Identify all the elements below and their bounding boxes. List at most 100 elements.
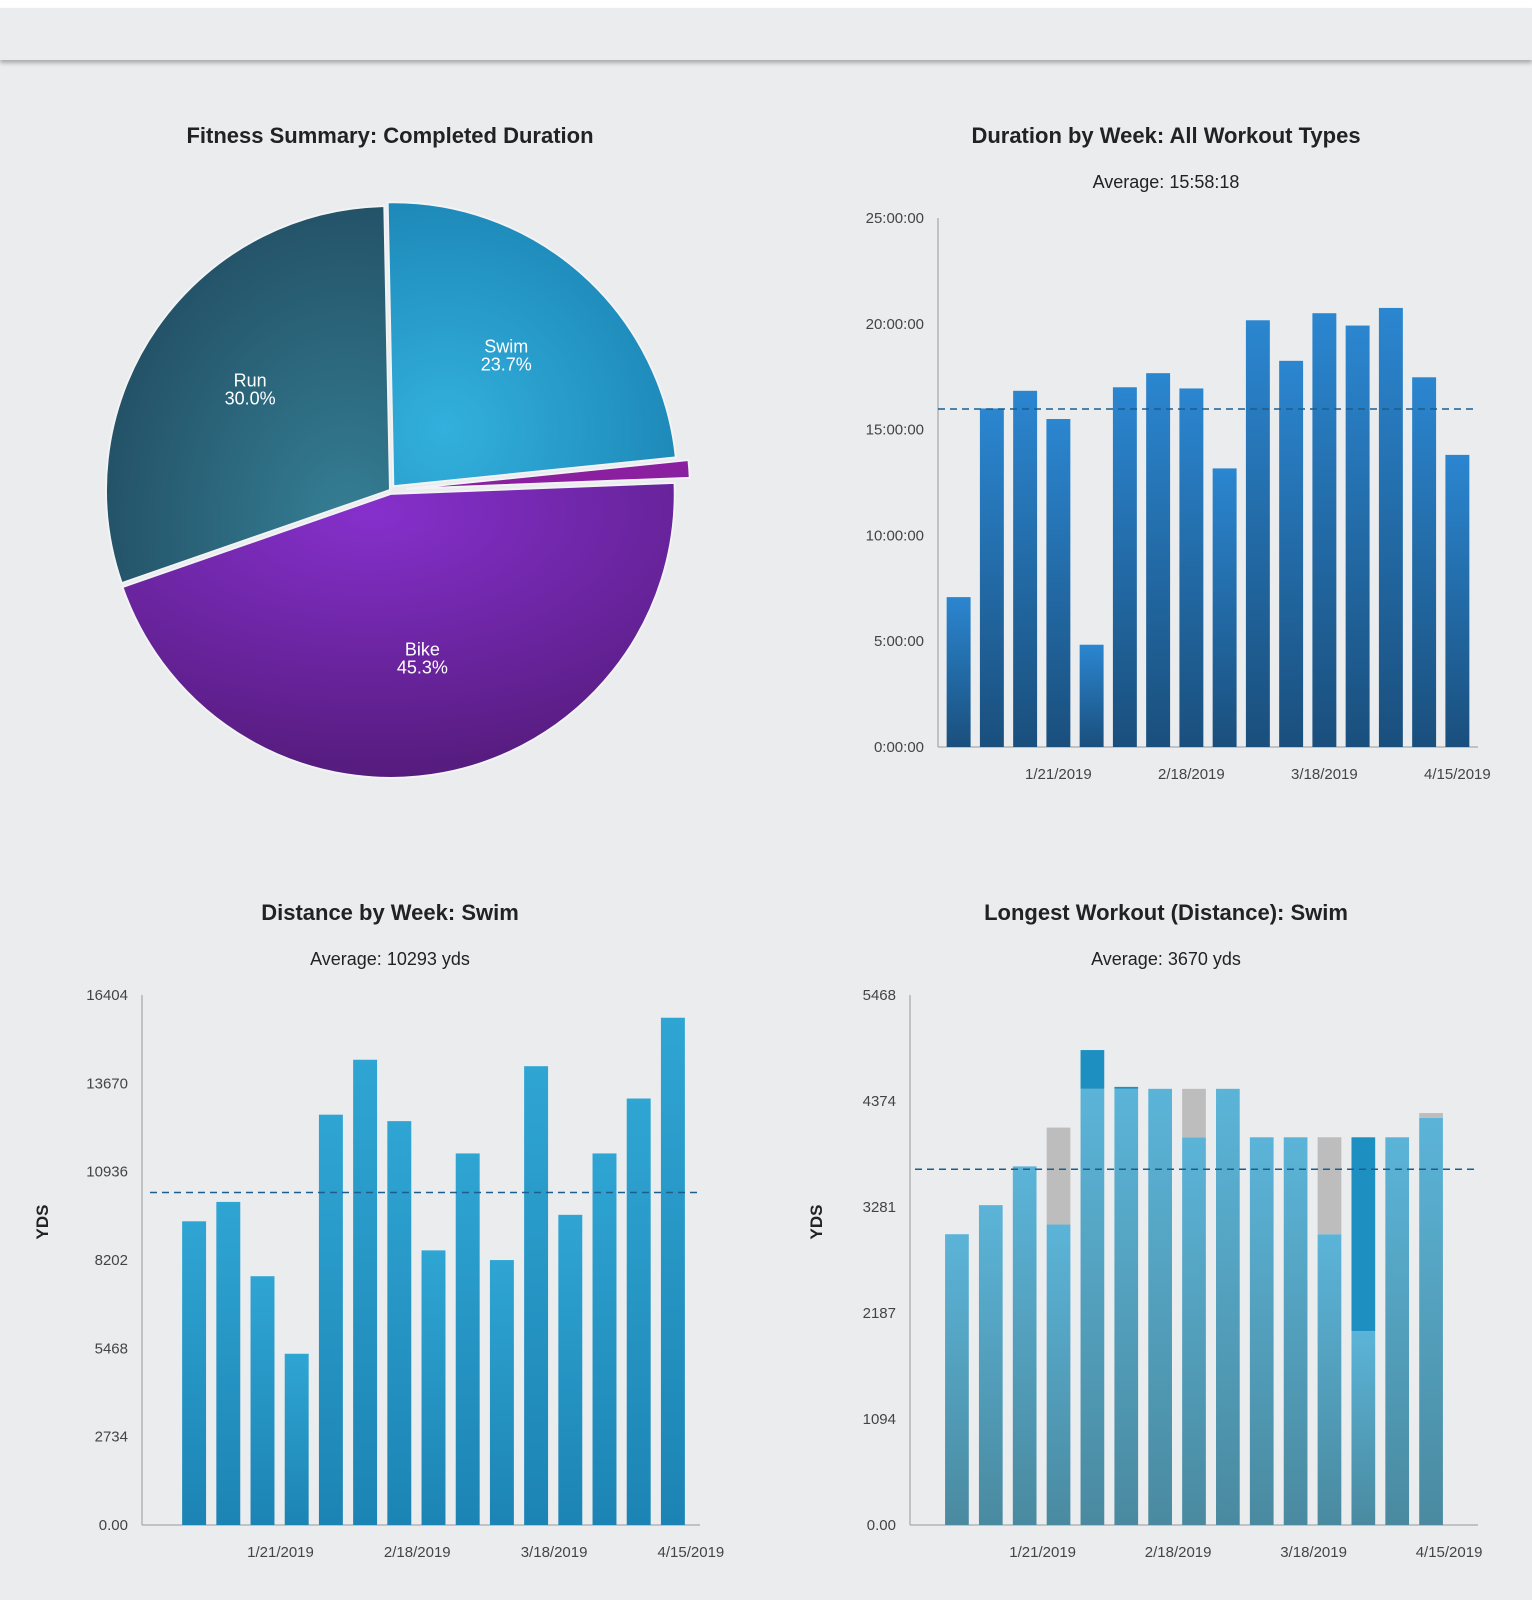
duration-bar[interactable]	[1378, 307, 1403, 747]
distance-ytick: 2734	[95, 1429, 128, 1446]
distance-bar[interactable]	[524, 1066, 549, 1525]
distance-bar[interactable]	[353, 1059, 378, 1525]
duration-ytick: 25:00:00	[866, 210, 924, 227]
pie-value-swim: 23.7%	[481, 355, 532, 375]
pie-title: Fitness Summary: Completed Duration	[186, 123, 593, 148]
pie-slice-other[interactable]	[405, 458, 691, 490]
distance-xtick: 2/18/2019	[384, 1544, 451, 1561]
duration-title: Duration by Week: All Workout Types	[971, 123, 1360, 148]
distance-xtick: 3/18/2019	[521, 1544, 588, 1561]
longest-bar[interactable]	[1012, 1166, 1037, 1525]
distance-bar[interactable]	[182, 1221, 207, 1525]
duration-bar[interactable]	[1013, 390, 1038, 747]
longest-bar[interactable]	[1216, 1088, 1240, 1525]
longest-ytick: 4374	[863, 1093, 896, 1110]
longest-ytick: 5468	[863, 987, 896, 1004]
longest-bar-top-blue[interactable]	[1351, 1137, 1376, 1332]
distance-bar[interactable]	[284, 1353, 309, 1525]
duration-xtick: 1/21/2019	[1025, 766, 1092, 783]
duration-bar[interactable]	[1445, 454, 1470, 747]
pie-value-run: 30.0%	[225, 389, 276, 409]
duration-bar[interactable]	[946, 597, 971, 747]
distance-bar[interactable]	[455, 1153, 480, 1525]
distance-bar[interactable]	[660, 1017, 685, 1525]
longest-ytick: 3281	[863, 1199, 896, 1216]
longest-bar[interactable]	[1419, 1117, 1443, 1525]
distance-ylabel: YDS	[33, 1205, 52, 1240]
longest-bar[interactable]	[1283, 1137, 1308, 1525]
duration-bar[interactable]	[1146, 373, 1171, 747]
duration-bar[interactable]	[1279, 360, 1304, 747]
duration-bar[interactable]	[979, 408, 1004, 747]
longest-bar[interactable]	[1114, 1088, 1139, 1525]
longest-bar[interactable]	[1148, 1088, 1172, 1525]
longest-xtick: 1/21/2019	[1009, 1544, 1076, 1561]
longest-ylabel: YDS	[807, 1205, 826, 1240]
pie-slice-bike[interactable]	[121, 481, 676, 779]
longest-xtick: 4/15/2019	[1416, 1544, 1483, 1561]
pie-slice-swim[interactable]	[386, 201, 677, 488]
longest-subtitle: Average: 3670 yds	[1091, 949, 1241, 969]
longest-bar[interactable]	[1351, 1331, 1376, 1525]
longest-xtick: 2/18/2019	[1145, 1544, 1212, 1561]
longest-bar-top-gray[interactable]	[1317, 1137, 1342, 1235]
duration-ytick: 10:00:00	[866, 527, 924, 544]
pie-label-bike: Bike	[405, 639, 440, 659]
distance-bar[interactable]	[592, 1153, 617, 1525]
duration-bar[interactable]	[1245, 320, 1270, 747]
distance-bar[interactable]	[489, 1260, 514, 1525]
pie-label-run: Run	[234, 371, 267, 391]
longest-bar[interactable]	[1182, 1137, 1206, 1525]
distance-chart: Distance by Week: Swim Average: 10293 yd…	[33, 900, 724, 1561]
distance-bar[interactable]	[626, 1098, 651, 1525]
longest-bar[interactable]	[978, 1205, 1003, 1525]
longest-bar[interactable]	[1080, 1088, 1105, 1525]
duration-ytick: 0:00:00	[874, 739, 924, 756]
distance-bar[interactable]	[318, 1114, 343, 1525]
longest-bar-top-blue[interactable]	[1080, 1050, 1105, 1089]
duration-bar[interactable]	[1179, 388, 1204, 747]
longest-xtick: 3/18/2019	[1280, 1544, 1347, 1561]
duration-bar[interactable]	[1412, 377, 1437, 747]
distance-title: Distance by Week: Swim	[261, 900, 519, 925]
duration-bar[interactable]	[1079, 644, 1104, 747]
duration-bar[interactable]	[1112, 387, 1137, 747]
longest-bar-top-gray[interactable]	[1419, 1113, 1443, 1118]
header-bar	[0, 8, 1532, 60]
longest-ytick: 2187	[863, 1305, 896, 1322]
distance-bar[interactable]	[421, 1250, 446, 1525]
duration-xtick: 2/18/2019	[1158, 766, 1225, 783]
longest-bar-top-blue[interactable]	[1114, 1086, 1139, 1089]
duration-bar[interactable]	[1046, 419, 1071, 747]
top-white-strip	[0, 0, 1532, 8]
longest-bar[interactable]	[1249, 1137, 1274, 1525]
duration-bar[interactable]	[1312, 313, 1337, 747]
distance-ytick: 16404	[86, 987, 128, 1004]
duration-xtick: 4/15/2019	[1424, 766, 1491, 783]
distance-bar[interactable]	[558, 1214, 583, 1525]
longest-bar[interactable]	[1385, 1137, 1410, 1525]
longest-ytick: 0.00	[867, 1517, 896, 1534]
longest-title: Longest Workout (Distance): Swim	[984, 900, 1348, 925]
duration-ytick: 20:00:00	[866, 316, 924, 333]
longest-bar-top-gray[interactable]	[1046, 1127, 1071, 1225]
distance-bar[interactable]	[216, 1201, 241, 1525]
duration-bar[interactable]	[1345, 325, 1370, 747]
longest-bar[interactable]	[945, 1234, 969, 1525]
distance-ytick: 10936	[86, 1164, 128, 1181]
longest-bar[interactable]	[1046, 1224, 1071, 1525]
duration-ytick: 15:00:00	[866, 422, 924, 439]
longest-bar[interactable]	[1317, 1234, 1342, 1525]
pie-slice-run[interactable]	[105, 205, 392, 585]
pie-label-swim: Swim	[484, 337, 528, 357]
longest-bar-top-gray[interactable]	[1182, 1088, 1206, 1138]
duration-chart: Duration by Week: All Workout Types Aver…	[866, 123, 1491, 783]
duration-bar[interactable]	[1212, 468, 1237, 747]
duration-xtick: 3/18/2019	[1291, 766, 1358, 783]
distance-xtick: 4/15/2019	[658, 1544, 725, 1561]
distance-bar[interactable]	[387, 1121, 412, 1525]
distance-subtitle: Average: 10293 yds	[310, 949, 470, 969]
distance-ytick: 13670	[86, 1075, 128, 1092]
distance-bar[interactable]	[250, 1276, 275, 1525]
